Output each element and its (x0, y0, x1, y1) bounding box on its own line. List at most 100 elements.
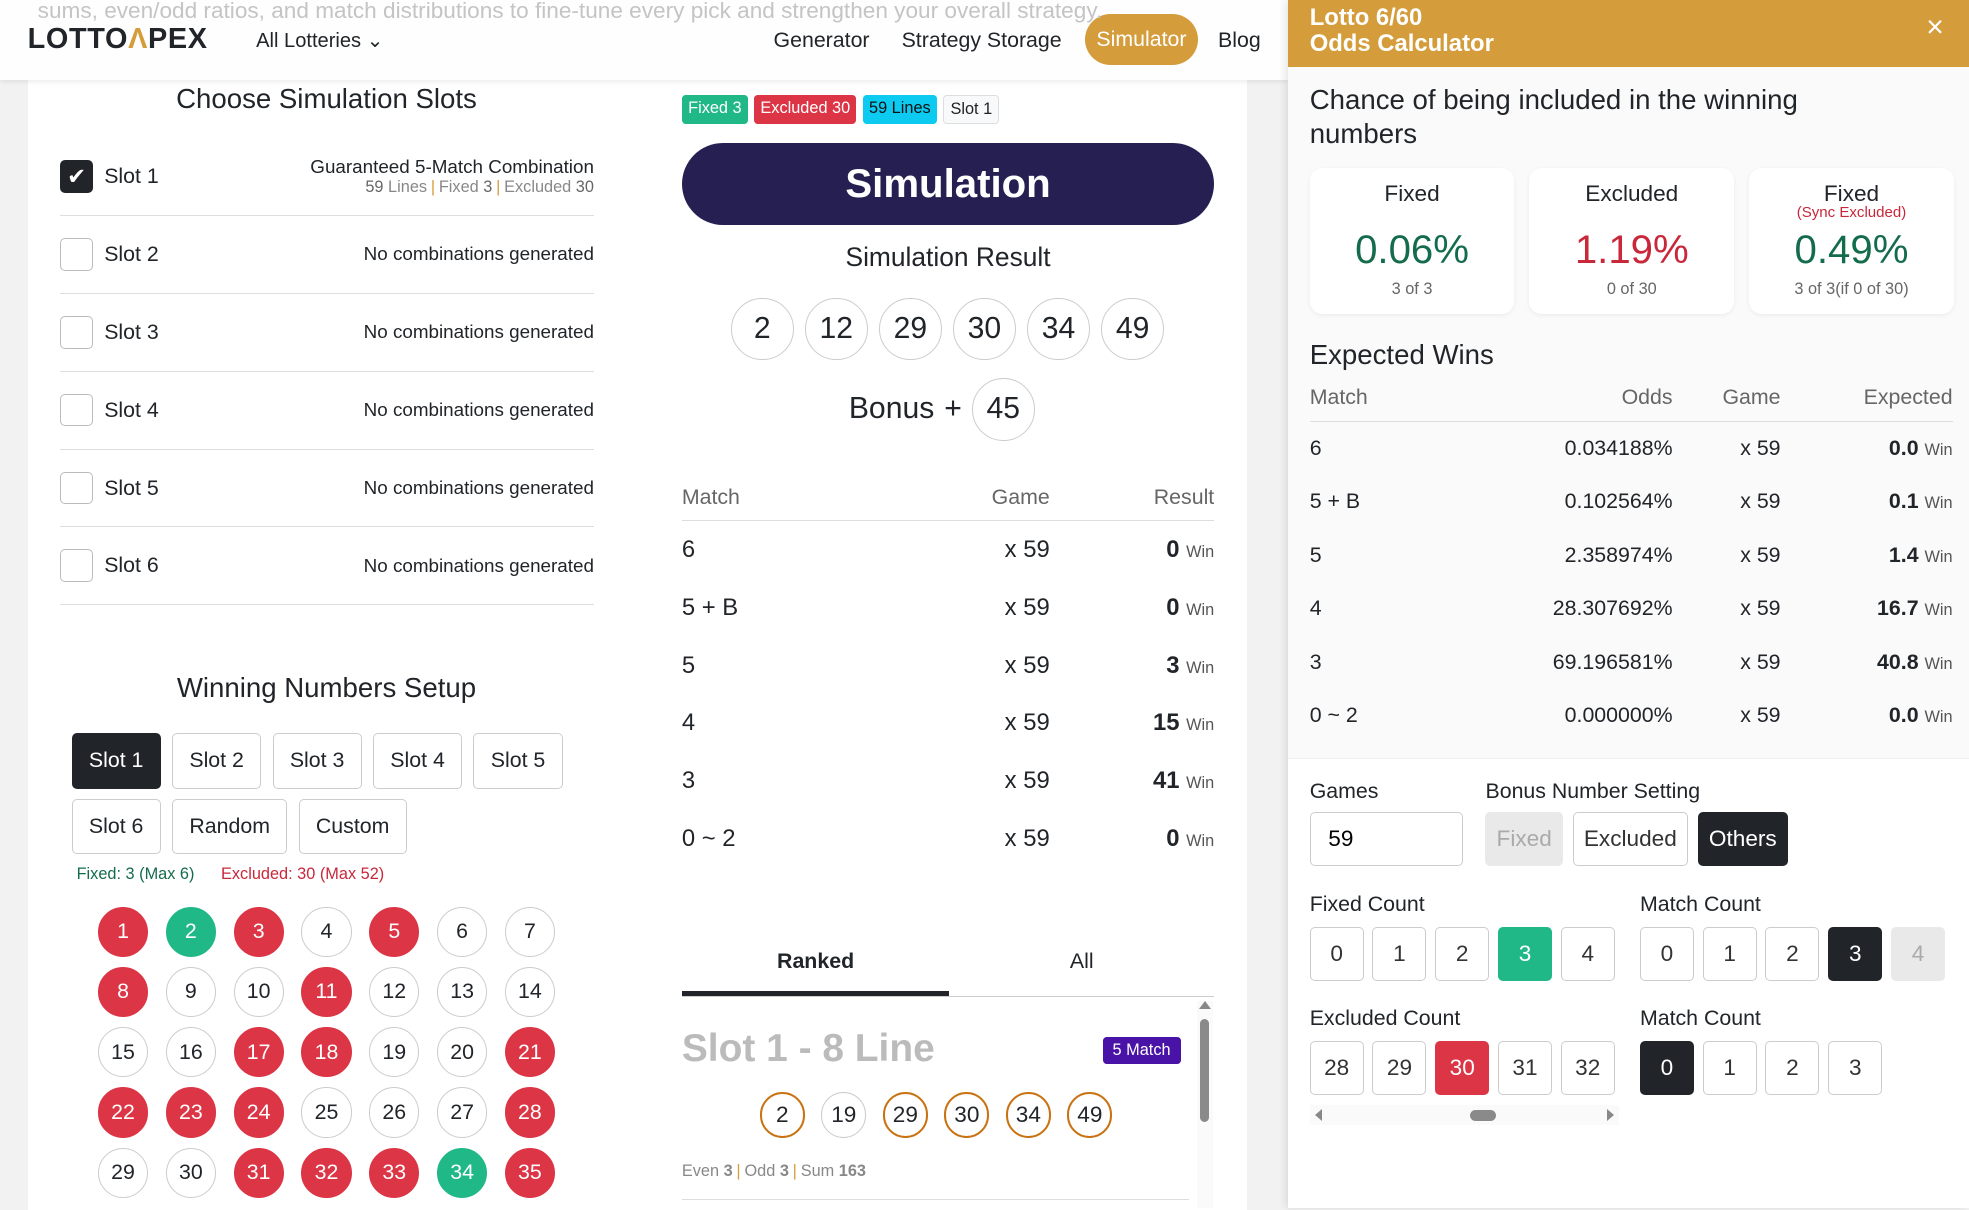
excluded-count-option[interactable]: 31 (1497, 1040, 1552, 1095)
number-ball[interactable]: 8 (97, 966, 149, 1018)
nav-blog[interactable]: Blog (1218, 27, 1261, 52)
checkbox[interactable]: ✔ (60, 160, 93, 193)
bonus-option-fixed[interactable]: Fixed (1485, 812, 1563, 867)
fixed-count-option[interactable]: 1 (1372, 926, 1427, 981)
number-ball[interactable]: 16 (165, 1027, 216, 1078)
match-count-option[interactable]: 4 (1891, 926, 1945, 981)
tab-ranked[interactable]: Ranked (681, 949, 950, 996)
slot-row[interactable]: Slot 2 No combinations generated (60, 216, 594, 294)
number-ball[interactable]: 31 (233, 1147, 284, 1198)
bonus-option-excluded[interactable]: Excluded (1572, 812, 1688, 867)
number-ball[interactable]: 10 (233, 966, 284, 1018)
number-ball[interactable]: 27 (436, 1087, 488, 1138)
bonus-option-others[interactable]: Others (1697, 812, 1788, 867)
checkbox[interactable] (60, 315, 93, 349)
match-count2-option[interactable]: 3 (1828, 1040, 1883, 1095)
fixed-count-option[interactable]: 3 (1497, 926, 1552, 981)
setup-button-slot-1[interactable]: Slot 1 (71, 733, 161, 789)
number-ball[interactable]: 9 (165, 966, 216, 1018)
match-count2-option[interactable]: 1 (1702, 1040, 1757, 1095)
setup-button-slot-3[interactable]: Slot 3 (272, 733, 362, 789)
setup-button-slot-5[interactable]: Slot 5 (473, 733, 563, 789)
close-icon[interactable]: × (1926, 11, 1944, 45)
slot-row[interactable]: Slot 4 No combinations generated (60, 372, 594, 450)
number-ball[interactable]: 11 (301, 966, 352, 1018)
nav-strategy-storage[interactable]: Strategy Storage (901, 27, 1062, 52)
simulation-button[interactable]: Simulation (681, 143, 1215, 225)
number-ball[interactable]: 18 (301, 1027, 352, 1078)
number-ball[interactable]: 28 (504, 1087, 555, 1138)
slot-checkbox-group[interactable]: Slot 3 (60, 315, 159, 349)
scroll-left-icon[interactable] (1315, 1108, 1322, 1121)
checkbox[interactable] (60, 238, 93, 271)
match-count-option[interactable]: 0 (1639, 926, 1694, 981)
tab-all[interactable]: All (1069, 949, 1094, 974)
number-ball[interactable]: 33 (369, 1147, 420, 1198)
slot-checkbox-group[interactable]: Slot 2 (60, 238, 159, 271)
setup-button-slot-6[interactable]: Slot 6 (71, 798, 161, 854)
slot-checkbox-group[interactable]: Slot 5 (60, 471, 159, 505)
number-ball[interactable]: 15 (97, 1027, 149, 1078)
number-ball[interactable]: 13 (436, 966, 488, 1018)
nav-generator[interactable]: Generator (773, 27, 870, 52)
number-ball[interactable]: 19 (369, 1027, 420, 1078)
slot-row[interactable]: ✔ Slot 1 Guaranteed 5-Match Combination 59 … (60, 138, 594, 216)
games-input[interactable] (1309, 812, 1463, 867)
number-ball[interactable]: 34 (436, 1147, 488, 1198)
number-ball[interactable]: 20 (436, 1027, 488, 1078)
number-ball[interactable]: 17 (233, 1027, 284, 1078)
number-ball[interactable]: 1 (97, 906, 149, 957)
number-ball[interactable]: 24 (233, 1087, 284, 1138)
scroll-up-icon[interactable] (1198, 1000, 1211, 1009)
slot-row[interactable]: Slot 5 No combinations generated (60, 450, 594, 528)
match-count-option[interactable]: 2 (1765, 926, 1820, 981)
number-ball[interactable]: 3 (233, 906, 284, 957)
fixed-count-option[interactable]: 0 (1309, 926, 1364, 981)
ranked-scrollbar[interactable] (1196, 1000, 1213, 1208)
slot-checkbox-group[interactable]: Slot 4 (60, 393, 159, 427)
number-ball[interactable]: 2 (165, 906, 216, 957)
number-ball[interactable]: 22 (97, 1087, 149, 1138)
excluded-count-option[interactable]: 28 (1309, 1040, 1364, 1095)
setup-button-random[interactable]: Random (172, 798, 288, 854)
scroll-thumb[interactable] (1200, 1018, 1210, 1122)
match-count-option[interactable]: 1 (1702, 926, 1757, 981)
excluded-count-option[interactable]: 30 (1435, 1040, 1490, 1095)
horizontal-scrollbar[interactable] (1309, 1105, 1619, 1126)
number-ball[interactable]: 21 (504, 1027, 555, 1078)
number-ball[interactable]: 29 (97, 1147, 149, 1198)
number-ball[interactable]: 25 (301, 1087, 352, 1138)
setup-button-custom[interactable]: Custom (298, 798, 407, 854)
number-ball[interactable]: 7 (504, 906, 555, 957)
setup-button-slot-2[interactable]: Slot 2 (172, 733, 262, 789)
number-ball[interactable]: 30 (165, 1147, 216, 1198)
number-ball[interactable]: 4 (301, 906, 352, 957)
checkbox[interactable] (60, 471, 93, 505)
slot-row[interactable]: Slot 6 No combinations generated (60, 527, 594, 606)
slot-row[interactable]: Slot 3 No combinations generated (60, 294, 594, 372)
number-ball[interactable]: 23 (165, 1087, 216, 1138)
logo[interactable]: LOTTOΛPEX (27, 22, 208, 55)
number-ball[interactable]: 6 (436, 906, 488, 957)
slot-checkbox-group[interactable]: ✔ Slot 1 (60, 160, 159, 193)
number-ball[interactable]: 5 (369, 906, 420, 957)
number-ball[interactable]: 35 (504, 1147, 555, 1198)
excluded-count-option[interactable]: 32 (1560, 1040, 1615, 1095)
scroll-right-icon[interactable] (1606, 1108, 1614, 1121)
fixed-count-option[interactable]: 4 (1560, 926, 1615, 981)
match-count2-option[interactable]: 0 (1639, 1040, 1694, 1095)
number-ball[interactable]: 12 (369, 966, 420, 1018)
match-count-option[interactable]: 3 (1828, 926, 1883, 981)
number-ball[interactable]: 14 (504, 966, 555, 1018)
setup-button-slot-4[interactable]: Slot 4 (372, 733, 463, 789)
number-ball[interactable]: 32 (301, 1147, 352, 1198)
nav-simulator[interactable]: Simulator (1084, 13, 1198, 66)
fixed-count-option[interactable]: 2 (1435, 926, 1490, 981)
slot-checkbox-group[interactable]: Slot 6 (60, 549, 159, 583)
checkbox[interactable] (60, 393, 93, 427)
match-count2-option[interactable]: 2 (1765, 1040, 1820, 1095)
all-lotteries-dropdown[interactable]: All Lotteries ⌄ (256, 29, 384, 52)
checkbox[interactable] (60, 549, 93, 583)
excluded-count-option[interactable]: 29 (1372, 1040, 1427, 1095)
number-ball[interactable]: 26 (369, 1087, 420, 1138)
